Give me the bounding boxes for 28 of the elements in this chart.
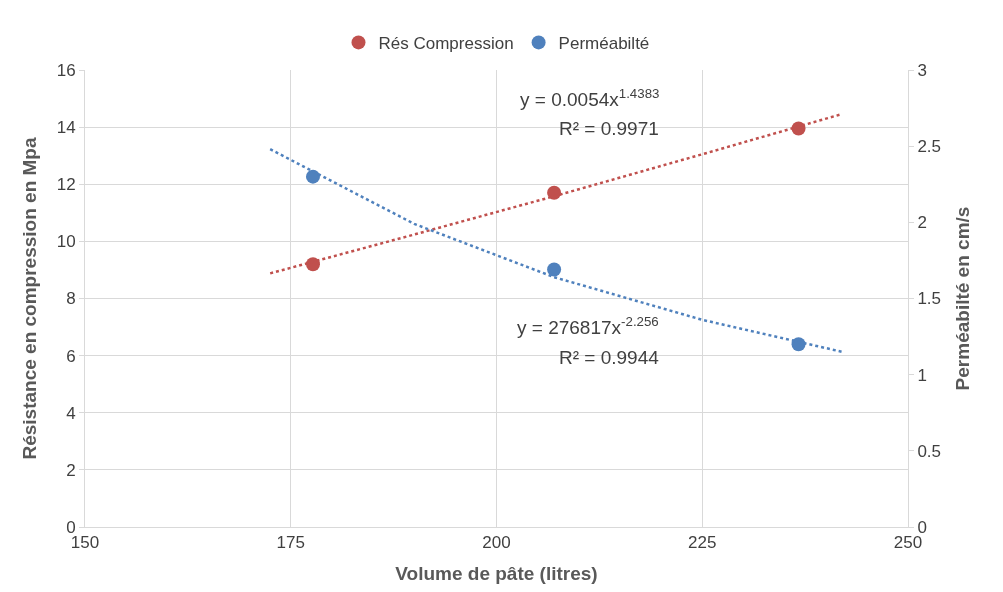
y2-tick-label: 1 <box>917 365 927 385</box>
y-tick-label: 16 <box>56 60 76 80</box>
x-tick-label: 200 <box>482 533 511 553</box>
y2-tick-label: 2.5 <box>917 137 942 157</box>
y-tick-label: 14 <box>56 118 76 138</box>
y2-tick-label: 0.5 <box>917 441 942 461</box>
x-tick-label: 225 <box>688 533 717 553</box>
y-axis-title: Résistance en compression en Mpa <box>18 137 40 460</box>
legend-label: Rés Compression <box>378 34 514 54</box>
y2-tick-label: 1.5 <box>917 289 942 309</box>
legend-label: Perméabilté <box>558 34 650 54</box>
point <box>547 262 562 277</box>
y2-tick-label: 2 <box>917 213 927 233</box>
y-tick-label: 6 <box>66 346 76 366</box>
point <box>305 169 320 184</box>
y-tick-label: 12 <box>56 175 76 195</box>
x-tick-label: 175 <box>276 533 305 553</box>
annotation: y = 276817x$^{-2.256}$ <box>517 314 659 338</box>
y2-axis-title: Perméabilté en cm/s <box>951 206 973 391</box>
x-axis-title: Volume de pâte (litres) <box>395 563 598 585</box>
annotation: R² = 0.9971 <box>559 118 659 139</box>
y-tick-label: 4 <box>66 403 76 423</box>
y-tick-label: 8 <box>66 289 76 309</box>
y-tick-label: 2 <box>66 460 76 480</box>
annotation: y = 0.0054x$^{1.4383}$ <box>520 86 660 110</box>
annotation: R² = 0.9944 <box>559 347 660 368</box>
y-tick-label: 10 <box>56 232 76 252</box>
y2-tick-label: 3 <box>917 60 927 80</box>
